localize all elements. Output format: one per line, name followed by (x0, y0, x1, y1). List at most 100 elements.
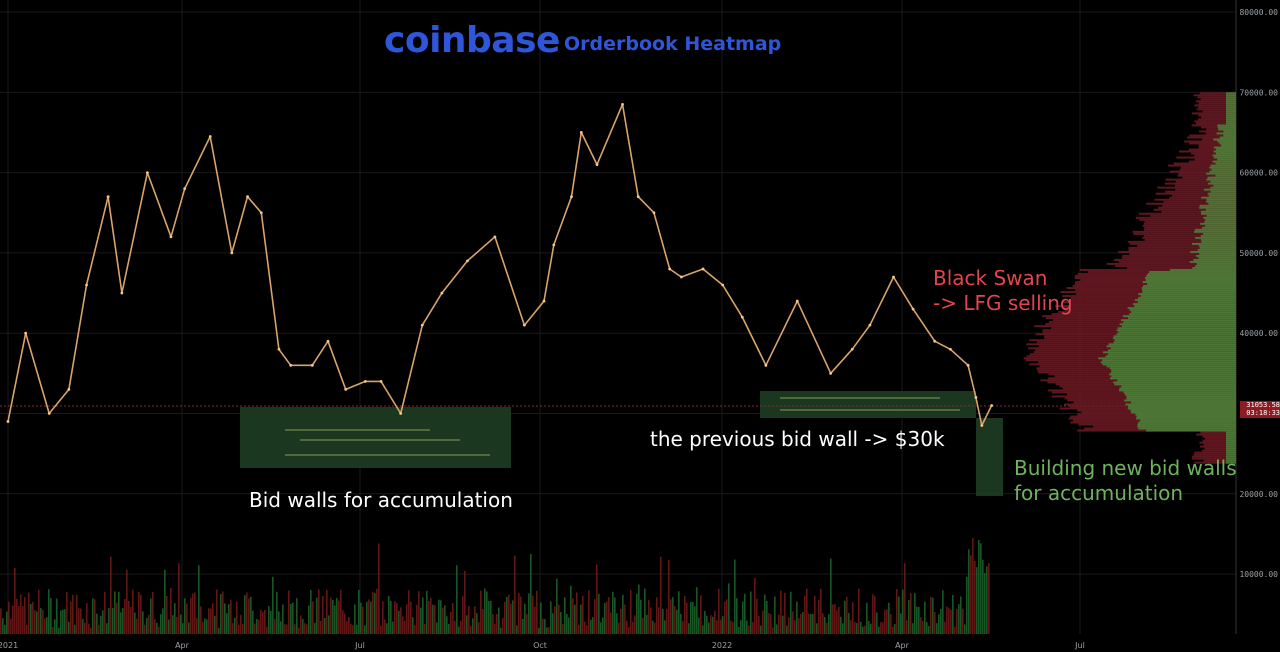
volume-bar (568, 617, 570, 634)
profile-bar-ask (1202, 449, 1236, 452)
volume-bar (634, 615, 636, 634)
volume-bar (506, 596, 508, 634)
volume-bar (914, 593, 916, 634)
volume-bar (690, 601, 692, 634)
y-tick-label: 10000.00 (1239, 570, 1278, 579)
profile-bar-bid (1134, 305, 1236, 308)
profile-bar-ask (1196, 122, 1236, 125)
profile-bar-ask (1186, 136, 1236, 139)
price-point (420, 323, 424, 327)
price-point (579, 131, 583, 134)
volume-bar (500, 627, 502, 634)
volume-bar (66, 592, 68, 634)
volume-bar (294, 624, 296, 634)
bid-wall-box-2021 (240, 407, 511, 468)
profile-bar-bid (1147, 272, 1236, 275)
volume-bar (384, 619, 386, 634)
profile-bar-bid (1226, 439, 1236, 442)
volume-bar (810, 614, 812, 634)
profile-bar-ask (1122, 254, 1236, 257)
profile-bar-ask (1164, 182, 1236, 185)
volume-bar (314, 622, 316, 634)
volume-bar (264, 609, 266, 634)
profile-bar-bid (1212, 154, 1236, 157)
profile-bar-ask (1142, 236, 1236, 239)
profile-bar-bid (1226, 92, 1236, 95)
profile-bar-ask (1162, 204, 1236, 207)
profile-bar-bid (1169, 268, 1236, 271)
volume-bar (254, 623, 256, 634)
volume-bar (740, 620, 742, 634)
price-point (795, 299, 799, 303)
volume-bar (442, 607, 444, 634)
profile-bar-bid (1102, 351, 1236, 354)
volume-bar (548, 627, 550, 634)
volume-bar (160, 614, 162, 634)
volume-bar (684, 596, 686, 634)
volume-bar (354, 604, 356, 634)
profile-bar-bid (1141, 287, 1236, 290)
volume-bar (80, 608, 82, 634)
volume-bar (30, 603, 32, 634)
profile-bar-ask (1197, 118, 1236, 121)
profile-bar-bid (1138, 421, 1236, 424)
price-line (7, 103, 993, 427)
volume-bar (570, 585, 572, 634)
volume-bar (620, 608, 622, 634)
volume-bar (626, 620, 628, 634)
volume-bar (616, 613, 618, 634)
profile-bar-bid (1111, 369, 1236, 372)
volume-bar (290, 603, 292, 634)
profile-bar-bid (1140, 295, 1236, 298)
price-point (120, 291, 124, 295)
volume-bar (96, 613, 98, 634)
volume-bar (618, 622, 620, 634)
profile-bar-bid (1217, 126, 1236, 129)
volume-bar (224, 603, 226, 634)
volume-bar (878, 626, 880, 634)
profile-bar-bid (1210, 164, 1236, 167)
volume-bar (370, 601, 372, 634)
volume-bar (368, 599, 370, 634)
price-point (363, 379, 367, 383)
annotation-new-walls-line2: for accumulation (1014, 481, 1184, 505)
volume-bar (830, 558, 832, 634)
volume-bar (680, 613, 682, 634)
volume-bar (636, 593, 638, 634)
volume-bar (414, 625, 416, 634)
volume-bar (482, 608, 484, 634)
profile-bar-bid (1137, 301, 1236, 304)
profile-bar-bid (1226, 453, 1236, 456)
volume-bar (876, 612, 878, 634)
profile-bar-bid (1211, 168, 1236, 171)
volume-bar (892, 626, 894, 634)
volume-bar (266, 626, 268, 634)
volume-bar (132, 589, 134, 634)
profile-bar-ask (1113, 258, 1236, 261)
volume-bar (642, 618, 644, 634)
volume-bar (16, 598, 18, 634)
volume-bar (704, 611, 706, 634)
profile-bar-bid (1113, 341, 1236, 344)
profile-bar-ask (1202, 439, 1236, 442)
volume-bar (854, 622, 856, 634)
price-point (721, 283, 725, 287)
volume-bar (778, 614, 780, 634)
volume-bar (436, 622, 438, 634)
price-series (6, 102, 994, 427)
profile-bar-bid (1131, 411, 1236, 414)
volume-bar (36, 611, 38, 634)
volume-bar (310, 590, 312, 634)
profile-bar-ask (1079, 268, 1236, 271)
profile-bar-bid (1205, 208, 1236, 211)
volume-bar (920, 617, 922, 634)
profile-bar-ask (1194, 158, 1236, 161)
annotation-new-bid-walls: Building new bid walls for accumulation (1014, 456, 1237, 506)
price-point (522, 323, 526, 327)
volume-bar (906, 620, 908, 634)
profile-bar-ask (1165, 190, 1236, 193)
volume-bar (956, 608, 958, 634)
profile-bar-ask (1188, 148, 1236, 151)
volume-bar (190, 597, 192, 634)
volume-bar (820, 588, 822, 634)
